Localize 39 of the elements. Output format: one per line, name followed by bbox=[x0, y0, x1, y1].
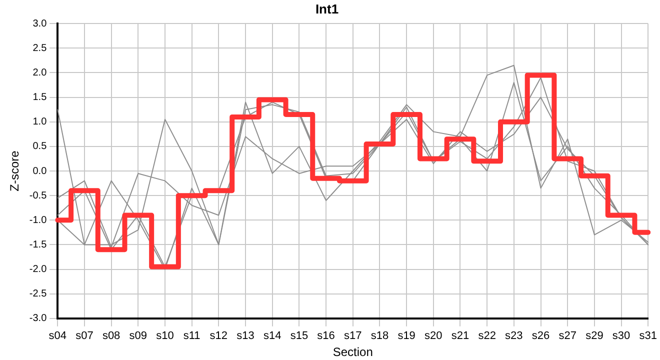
y-tick-label: -2.0 bbox=[29, 264, 48, 276]
x-tick-label: s12 bbox=[210, 330, 228, 342]
y-tick-label: 0.0 bbox=[32, 166, 48, 177]
x-tick-label: s31 bbox=[639, 330, 658, 342]
y-tick-label: -1.0 bbox=[29, 214, 48, 226]
y-tick-label: -0.5 bbox=[29, 190, 48, 202]
x-tick-label: s20 bbox=[424, 330, 442, 342]
x-tick-label: s29 bbox=[586, 330, 604, 342]
y-tick-label: -1.5 bbox=[29, 239, 48, 250]
x-tick-label: s14 bbox=[263, 330, 282, 342]
y-axis-title: Z-score bbox=[8, 150, 22, 192]
x-tick-label: s04 bbox=[48, 330, 67, 342]
y-tick-label: 2.5 bbox=[32, 42, 48, 54]
x-tick-label: s18 bbox=[370, 330, 389, 342]
x-tick-label: s21 bbox=[451, 330, 470, 342]
x-tick-label: s23 bbox=[505, 330, 523, 342]
y-tick-label: 1.5 bbox=[32, 92, 48, 104]
x-tick-label: s27 bbox=[558, 330, 576, 342]
x-tick-label: s26 bbox=[532, 330, 550, 342]
x-tick-label: s30 bbox=[612, 330, 630, 342]
x-tick-label: s17 bbox=[344, 330, 362, 342]
x-tick-label: s10 bbox=[156, 330, 174, 342]
x-tick-label: s19 bbox=[398, 330, 416, 342]
x-tick-label: s11 bbox=[183, 330, 200, 342]
chart-title: Int1 bbox=[315, 1, 339, 16]
x-tick-label: s15 bbox=[290, 330, 308, 342]
y-tick-label: 2.0 bbox=[32, 67, 48, 78]
x-tick-label: s08 bbox=[102, 330, 120, 342]
y-tick-label: 3.0 bbox=[32, 18, 48, 30]
y-tick-label: 0.5 bbox=[32, 141, 48, 152]
x-tick-label: s13 bbox=[236, 330, 254, 342]
x-tick-label: s09 bbox=[129, 330, 148, 342]
y-tick-label: -2.5 bbox=[29, 288, 48, 300]
x-tick-label: s16 bbox=[317, 330, 335, 342]
y-tick-label: 1.0 bbox=[32, 116, 48, 128]
x-axis-title: Section bbox=[332, 345, 373, 360]
x-tick-label: s22 bbox=[478, 330, 496, 342]
x-tick-label: s07 bbox=[76, 330, 94, 342]
y-tick-label: -3.0 bbox=[29, 313, 48, 324]
